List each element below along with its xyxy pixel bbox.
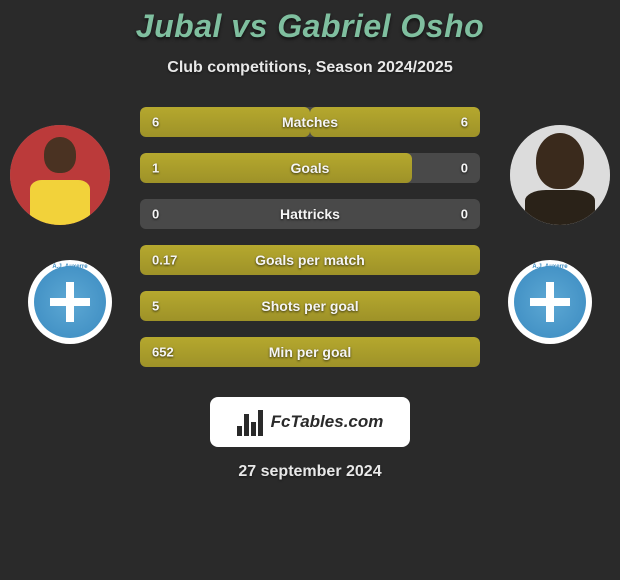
stat-label: Shots per goal (140, 298, 480, 314)
bar-chart-icon (237, 408, 265, 436)
stat-row: 652Min per goal (140, 337, 480, 367)
comparison-card: Jubal vs Gabriel Osho Club competitions,… (0, 0, 620, 481)
stat-label: Matches (140, 114, 480, 130)
source-logo: FcTables.com (210, 397, 410, 447)
stat-row: 5Shots per goal (140, 291, 480, 321)
stat-row: 0Hattricks0 (140, 199, 480, 229)
stat-label: Hattricks (140, 206, 480, 222)
stat-value-right: 0 (461, 161, 468, 176)
bar-list: 6Matches61Goals00Hattricks00.17Goals per… (140, 107, 480, 383)
stat-label: Min per goal (140, 344, 480, 360)
comparison-chart: 6Matches61Goals00Hattricks00.17Goals per… (0, 107, 620, 387)
source-name: FcTables.com (271, 412, 384, 432)
stat-label: Goals (140, 160, 480, 176)
snapshot-date: 27 september 2024 (0, 463, 620, 481)
subtitle: Club competitions, Season 2024/2025 (0, 59, 620, 77)
stat-row: 0.17Goals per match (140, 245, 480, 275)
stat-row: 1Goals0 (140, 153, 480, 183)
stat-value-right: 0 (461, 207, 468, 222)
stat-row: 6Matches6 (140, 107, 480, 137)
stat-value-right: 6 (461, 115, 468, 130)
stat-label: Goals per match (140, 252, 480, 268)
page-title: Jubal vs Gabriel Osho (0, 8, 620, 45)
